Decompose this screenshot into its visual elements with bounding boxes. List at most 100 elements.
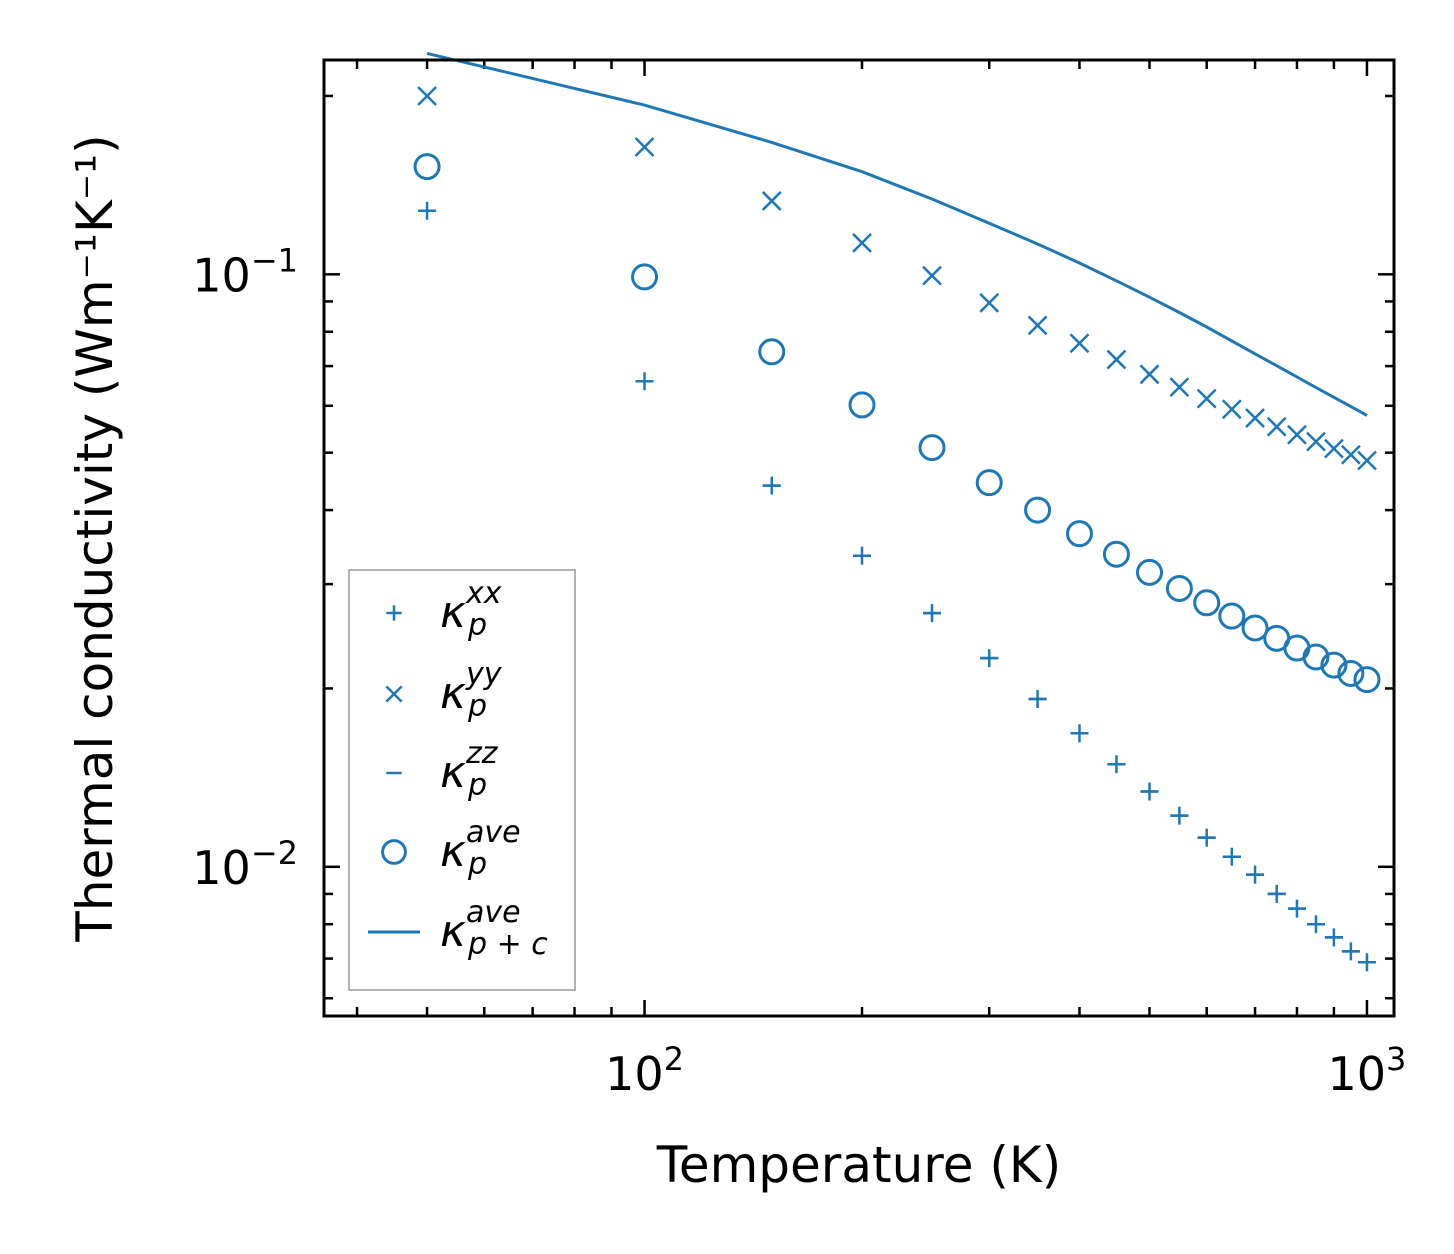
data-point-kappa_p_yy	[1266, 416, 1287, 437]
y-tick-label-base: 10	[192, 248, 251, 302]
legend-entry-kappa_p_xx: κxx p	[386, 576, 502, 643]
data-point-kappa_p_yy-b	[1069, 333, 1090, 354]
data-point-kappa_p_yy-b	[979, 292, 1000, 313]
legend-label-base: κ	[440, 826, 466, 877]
legend-entry-kappa_p_yy: κyy p	[385, 657, 503, 724]
data-point-kappa_p_ave	[1353, 666, 1381, 694]
data-point-kappa_p_ave	[1065, 520, 1093, 548]
legend-label-sup: yy	[465, 657, 503, 692]
legend-label-sup: ave	[466, 815, 521, 850]
data-point-kappa_p_ave	[1165, 574, 1193, 602]
legend-entry-kappa_p_zz: κzz p	[386, 736, 499, 803]
data-point-kappa_p_ave	[1241, 614, 1269, 642]
data-point-kappa_p_yy	[1169, 377, 1190, 398]
data-point-kappa_p_ave	[918, 434, 946, 462]
data-point-kappa_p_yy	[634, 137, 655, 157]
data-point-kappa_p_yy-b	[1357, 450, 1377, 471]
legend-label: κxx p	[440, 576, 502, 643]
x-tick-label-base: 10	[1328, 1047, 1387, 1101]
data-point-kappa_p_yy	[922, 265, 942, 286]
data-point-kappa_p_yy	[1340, 444, 1361, 465]
legend-label: κave p	[440, 815, 521, 882]
legend-label: κzz p	[440, 736, 499, 803]
legend-entry-kappa_p_ave: κave p	[381, 815, 521, 882]
data-point-kappa_p_yy-b	[634, 137, 655, 157]
legend-label-sub: p	[467, 768, 487, 803]
x-tick-label-base: 10	[605, 1047, 664, 1101]
y-tick-label-exponent: −1	[251, 241, 298, 279]
data-point-kappa_p_yy-b	[1169, 377, 1190, 398]
data-point-kappa_p_yy	[1221, 399, 1242, 420]
legend-label-sub: p	[467, 689, 487, 724]
legend-label-base: κ	[440, 587, 466, 638]
x-tick-label: 102	[605, 1040, 684, 1101]
data-point-kappa_p_yy	[1106, 349, 1127, 370]
data-point-kappa_p_yy-b	[922, 265, 942, 286]
series-kappa_p_ave	[413, 153, 1381, 694]
legend-marker	[386, 605, 402, 621]
y-tick-label-base: 10	[192, 841, 251, 895]
data-point-kappa_p_yy	[1069, 333, 1090, 354]
data-point-kappa_p_yy-b	[1340, 444, 1361, 465]
data-point-kappa_p_ave	[758, 338, 786, 366]
data-point-kappa_p_ave	[1024, 496, 1052, 524]
legend-entry-kappa_p+c_ave: κave p + c	[368, 895, 548, 962]
y-tick-label-exponent: −2	[251, 834, 298, 872]
data-point-kappa_p_yy	[852, 232, 872, 253]
data-point-kappa_p_yy	[761, 191, 782, 211]
data-point-kappa_p_yy-b	[1245, 408, 1265, 428]
data-point-kappa_p_yy	[1324, 438, 1344, 459]
legend-label-base: κ	[440, 747, 466, 798]
plot-area	[413, 51, 1381, 972]
x-tick-label-exponent: 2	[664, 1040, 684, 1078]
data-point-kappa_p_yy-b	[1106, 349, 1127, 370]
data-point-kappa_p_ave	[1102, 540, 1130, 568]
data-point-kappa_p_ave	[631, 263, 659, 291]
data-point-kappa_p_ave	[1135, 558, 1163, 586]
legend-label-sub: p + c	[467, 927, 548, 962]
series-kappa_p_zz	[418, 209, 1376, 964]
legend-label-sub: p	[467, 608, 487, 643]
x-tick-label: 103	[1328, 1040, 1407, 1101]
y-tick-label: 10−2	[192, 834, 298, 895]
data-point-kappa_p_yy-b	[1287, 424, 1307, 445]
legend-label-sup: ave	[466, 895, 521, 930]
data-point-kappa_p_yy-b	[1306, 431, 1326, 452]
x-axis-label: Temperature (K)	[656, 1136, 1061, 1194]
plot-frame	[322, 58, 1396, 1018]
legend-label: κyy p	[440, 657, 503, 724]
data-point-kappa_p_ave	[975, 469, 1003, 497]
data-point-kappa_p_yy	[1139, 364, 1160, 385]
data-point-kappa_p_ave	[848, 391, 876, 419]
data-point-kappa_p_ave	[413, 153, 441, 181]
data-point-kappa_p_ave	[1193, 589, 1221, 617]
legend-label-sup: zz	[465, 736, 499, 771]
data-point-kappa_p_ave	[1302, 643, 1330, 671]
data-point-kappa_p_ave	[1218, 602, 1246, 630]
data-point-kappa_p_yy	[1306, 431, 1326, 452]
series-line-kappa_p+c_ave	[426, 51, 1368, 417]
legend-box	[348, 569, 576, 991]
legend-marker	[385, 685, 403, 703]
legend-label-base: κ	[440, 906, 466, 957]
data-point-kappa_p_ave	[1320, 651, 1348, 679]
legend-marker-b	[385, 685, 403, 703]
data-point-kappa_p_yy-b	[1027, 315, 1048, 336]
data-point-kappa_p_yy	[1027, 315, 1048, 336]
y-tick-label: 10−1	[192, 241, 298, 302]
legend-label: κave p + c	[440, 895, 548, 962]
legend-marker	[381, 839, 407, 865]
legend-label-base: κ	[440, 668, 466, 719]
data-point-kappa_p_yy-b	[1139, 364, 1160, 385]
series-kappa_p+c_ave	[426, 51, 1368, 417]
data-point-kappa_p_yy-b	[761, 191, 782, 211]
data-point-kappa_p_yy-b	[1221, 399, 1242, 420]
data-point-kappa_p_yy-b	[1196, 388, 1217, 409]
data-point-kappa_p_yy-b	[852, 232, 872, 253]
x-tick-label-exponent: 3	[1386, 1040, 1406, 1078]
data-point-kappa_p_yy-b	[417, 86, 437, 106]
